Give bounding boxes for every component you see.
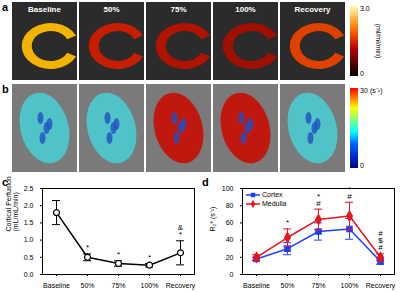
html-text:d: d bbox=[202, 176, 209, 188]
svg-text:*: * bbox=[348, 185, 351, 194]
svg-text:80: 80 bbox=[226, 202, 234, 209]
svg-text:*: * bbox=[148, 253, 151, 262]
svg-text:75%: 75% bbox=[311, 282, 325, 289]
svg-text:*: * bbox=[117, 250, 120, 259]
svg-text:Recovery: Recovery bbox=[294, 5, 331, 14]
svg-text:50%: 50% bbox=[280, 282, 294, 289]
svg-text:20: 20 bbox=[226, 254, 234, 261]
svg-text:Baseline: Baseline bbox=[243, 282, 270, 289]
svg-text:2.0: 2.0 bbox=[24, 202, 34, 209]
svg-text:30: 30 bbox=[360, 87, 368, 94]
svg-text:0.5: 0.5 bbox=[24, 254, 34, 261]
svg-text:60: 60 bbox=[226, 219, 234, 226]
svg-text:75%: 75% bbox=[111, 282, 125, 289]
svg-text:0.0: 0.0 bbox=[24, 271, 34, 278]
svg-text:1.5: 1.5 bbox=[24, 219, 34, 226]
svg-text:50%: 50% bbox=[80, 282, 94, 289]
svg-text:(s⁻¹): (s⁻¹) bbox=[370, 87, 383, 95]
svg-text:&: & bbox=[178, 223, 184, 232]
svg-text:0: 0 bbox=[360, 70, 364, 77]
svg-text:100%: 100% bbox=[235, 5, 255, 14]
svg-text:Recovery: Recovery bbox=[366, 282, 396, 290]
svg-text:100%: 100% bbox=[141, 282, 159, 289]
svg-text:#: # bbox=[378, 229, 383, 238]
svg-text:100%: 100% bbox=[341, 282, 359, 289]
svg-text:1.0: 1.0 bbox=[24, 236, 34, 243]
svg-text:Baseline: Baseline bbox=[28, 5, 61, 14]
svg-text:*: * bbox=[86, 243, 89, 252]
html-text:c: c bbox=[2, 176, 9, 188]
svg-text:b: b bbox=[2, 83, 9, 95]
svg-text:75%: 75% bbox=[170, 5, 186, 14]
svg-text:R₂* (s⁻¹): R₂* (s⁻¹) bbox=[209, 207, 217, 232]
html-text:Cortical Perfusion: Cortical Perfusion bbox=[5, 176, 13, 232]
svg-text:40: 40 bbox=[226, 236, 234, 243]
svg-text:50%: 50% bbox=[103, 5, 119, 14]
svg-text:0: 0 bbox=[360, 162, 364, 169]
svg-text:0: 0 bbox=[230, 271, 234, 278]
svg-text:a: a bbox=[2, 1, 9, 13]
svg-text:*: * bbox=[317, 192, 320, 201]
svg-text:2.5: 2.5 bbox=[24, 185, 34, 192]
html-text:Medulla: Medulla bbox=[262, 200, 287, 207]
svg-text:100: 100 bbox=[222, 185, 234, 192]
svg-text:Recovery: Recovery bbox=[166, 282, 196, 290]
html-text:(mL/mL/min): (mL/mL/min) bbox=[12, 192, 20, 232]
svg-text:*: * bbox=[286, 218, 289, 227]
svg-text:Baseline: Baseline bbox=[43, 282, 70, 289]
svg-text:(ml/ml/min): (ml/ml/min) bbox=[374, 24, 382, 59]
svg-text:3.0: 3.0 bbox=[360, 5, 370, 12]
html-text:Cortex: Cortex bbox=[262, 191, 283, 198]
